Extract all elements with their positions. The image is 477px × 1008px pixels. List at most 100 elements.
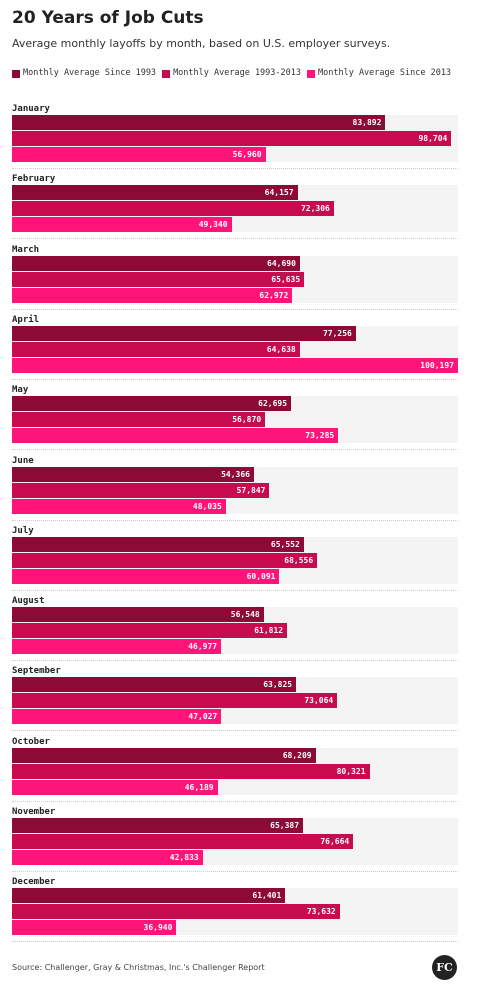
value-label: 56,960 (232, 150, 262, 159)
separator (12, 871, 458, 872)
bar (12, 920, 177, 936)
value-label: 73,632 (306, 907, 336, 917)
value-label: 56,548 (230, 610, 260, 620)
value-label: 77,256 (322, 328, 352, 338)
bar (12, 607, 264, 623)
logo: FC (432, 955, 457, 980)
value-label: 64,690 (267, 258, 296, 268)
bar (12, 834, 354, 849)
bar (12, 357, 458, 373)
value-label: 61,401 (252, 891, 282, 901)
bar (12, 747, 316, 763)
bar (12, 271, 305, 287)
legend-swatch (12, 69, 20, 78)
value-label: 100,197 (420, 360, 454, 370)
source: Source: Challenger, Gray & Christmas, In… (12, 963, 265, 972)
bar (12, 466, 254, 482)
bar (12, 115, 386, 130)
legend-item: Monthly Average Since 2013 (307, 66, 451, 81)
value-label: 61,812 (254, 626, 284, 636)
value-label: 36,940 (143, 923, 173, 933)
bar (12, 763, 370, 779)
separator (12, 308, 458, 310)
bar (12, 552, 318, 568)
bar (12, 693, 338, 709)
separator (12, 378, 458, 380)
category-label: January (12, 104, 50, 114)
bar (12, 412, 266, 428)
separator (12, 730, 458, 732)
value-label: 46,189 (184, 782, 214, 792)
bar (12, 428, 339, 444)
bar (12, 201, 334, 217)
value-label: 62,695 (258, 399, 288, 409)
chart-title: 20 Years of Job Cuts (12, 8, 204, 28)
legend-label: Monthly Average 1993-2013 (173, 68, 301, 78)
value-label: 60,091 (246, 571, 276, 581)
bar (12, 341, 300, 357)
category-label: October (12, 736, 50, 747)
category-label: September (12, 666, 61, 677)
bar (12, 185, 298, 201)
category-label: November (12, 807, 56, 817)
bar (12, 147, 266, 162)
category-label: December (12, 877, 56, 888)
value-label: 83,892 (352, 118, 382, 127)
legend-swatch (307, 69, 315, 78)
value-label: 54,366 (221, 469, 250, 479)
value-label: 65,387 (270, 821, 300, 830)
value-label: 72,306 (300, 204, 330, 214)
value-label: 62,972 (259, 290, 289, 300)
value-label: 68,556 (284, 555, 314, 565)
value-label: 46,977 (188, 642, 218, 652)
value-label: 65,635 (271, 274, 301, 284)
bar (12, 396, 292, 412)
bar (12, 568, 280, 584)
bar (12, 709, 222, 725)
chart-subtitle: Average monthly layoffs by month, based … (12, 37, 391, 50)
value-label: 56,870 (232, 415, 262, 425)
value-label: 48,035 (192, 501, 222, 511)
category-label: March (12, 244, 40, 255)
bar (12, 287, 293, 303)
bar (12, 498, 226, 514)
category-label: April (12, 314, 40, 325)
legend-label: Monthly Average Since 2013 (318, 68, 452, 78)
bar (12, 850, 203, 865)
legend-item: Monthly Average Since 1993 (12, 66, 156, 81)
bar (12, 131, 452, 146)
value-label: 65,552 (270, 539, 300, 549)
separator (12, 589, 458, 591)
bar (12, 639, 222, 655)
separator (12, 449, 458, 451)
value-label: 49,340 (198, 220, 228, 230)
bar (12, 482, 270, 498)
value-label: 73,285 (305, 431, 335, 441)
bar (12, 536, 304, 552)
bar (12, 818, 304, 833)
separator (12, 238, 458, 240)
value-label: 98,704 (418, 134, 448, 143)
bar (12, 677, 297, 693)
value-label: 73,064 (304, 696, 334, 706)
value-label: 64,638 (266, 344, 296, 354)
value-label: 68,209 (282, 750, 312, 760)
bar (12, 904, 340, 920)
value-label: 57,847 (236, 485, 266, 495)
legend-label: Monthly Average Since 1993 (23, 68, 157, 78)
legend-item: Monthly Average 1993-2013 (162, 66, 301, 81)
value-label: 80,321 (336, 766, 366, 776)
value-label: 64,157 (264, 188, 294, 198)
value-label: 76,664 (320, 837, 350, 846)
bar (12, 779, 218, 795)
category-label: July (12, 525, 34, 536)
bar (12, 325, 356, 341)
category-label: May (12, 385, 29, 396)
category-label: June (12, 455, 34, 466)
value-label: 42,833 (169, 853, 199, 862)
category-label: February (12, 174, 56, 185)
bar (12, 217, 232, 233)
category-label: August (12, 596, 45, 607)
value-label: 47,027 (188, 712, 218, 722)
